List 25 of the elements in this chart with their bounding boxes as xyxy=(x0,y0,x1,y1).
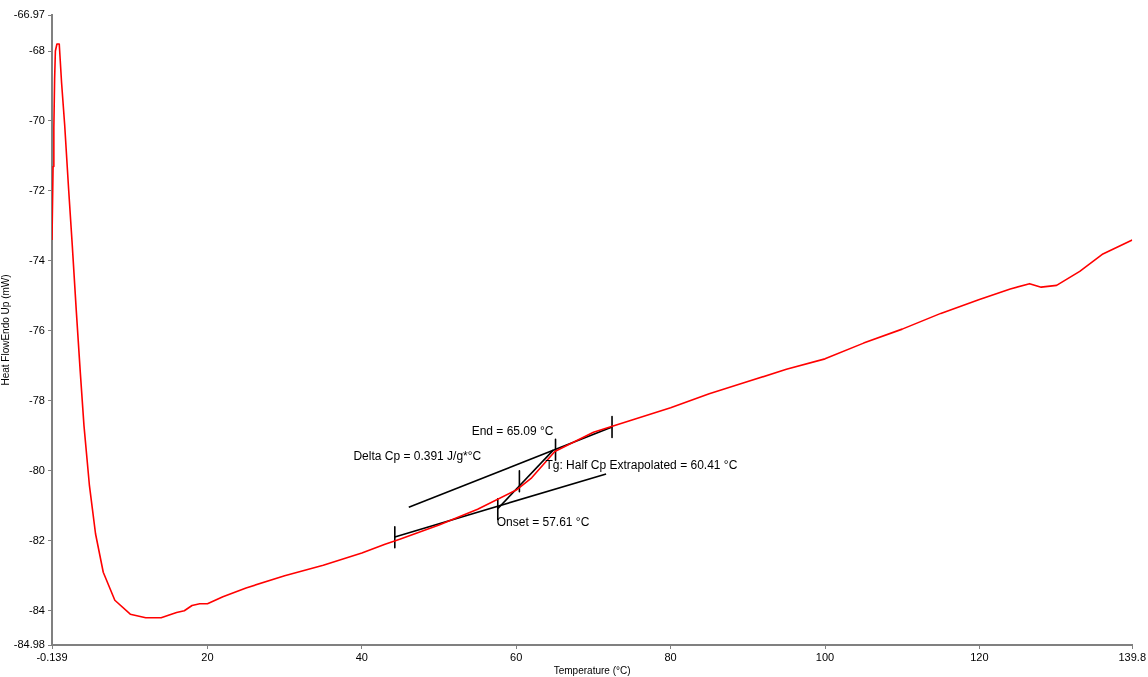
x-tick-label: 20 xyxy=(201,650,214,663)
y-axis-title: Heat FlowEndo Up (mW) xyxy=(0,274,11,386)
y-tick-label: -82 xyxy=(29,533,45,546)
y-tick-label: -70 xyxy=(29,114,45,127)
annotation: End = 65.09 °C xyxy=(471,424,554,439)
x-tick-label: 139.8 xyxy=(1118,650,1146,663)
y-tick-label: -74 xyxy=(29,253,45,266)
y-tick-label: -68 xyxy=(29,44,45,57)
x-tick-label: 120 xyxy=(970,650,989,663)
y-tick-label: -72 xyxy=(29,183,45,196)
annotation: Tg: Half Cp Extrapolated = 60.41 °C xyxy=(545,457,738,472)
y-tick-label: -84 xyxy=(29,603,45,616)
x-tick-label: 100 xyxy=(815,650,835,663)
y-tick-label: -80 xyxy=(29,463,45,476)
x-tick-label: 40 xyxy=(355,650,368,663)
y-tick-label: -84.98 xyxy=(13,638,45,651)
x-tick-label: 80 xyxy=(664,650,677,663)
annotation: Onset = 57.61 °C xyxy=(496,515,590,530)
x-tick-label: -0.139 xyxy=(36,650,68,663)
x-axis-title: Temperature (°C) xyxy=(553,664,631,676)
y-tick-label: -66.97 xyxy=(13,8,45,21)
annotation: Delta Cp = 0.391 J/g*°C xyxy=(353,448,482,463)
y-tick-label: -76 xyxy=(29,323,45,336)
y-tick-label: -78 xyxy=(29,393,45,406)
x-tick-label: 60 xyxy=(510,650,523,663)
